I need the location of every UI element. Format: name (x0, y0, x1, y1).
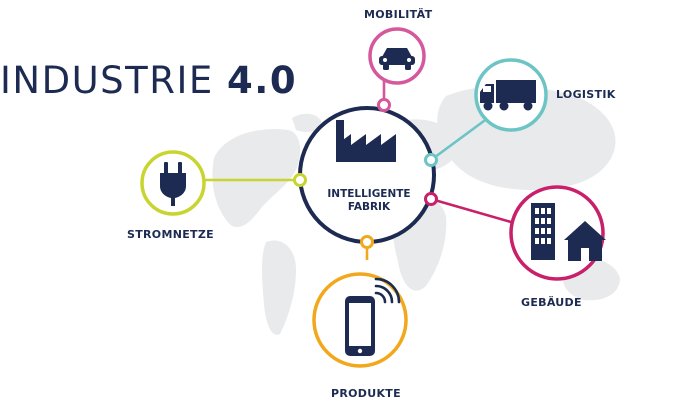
smartphone-icon (345, 277, 401, 356)
central-hub-circle (298, 106, 436, 244)
label-logistik: LOGISTIK (556, 88, 616, 101)
connector-lines (205, 81, 512, 260)
hub-dots (293, 98, 438, 249)
connector-logistik (430, 116, 489, 162)
label-produkte: PRODUKTE (331, 387, 401, 400)
dot-logistik (424, 153, 438, 167)
label-stromnetze: STROMNETZE (127, 228, 214, 241)
label-mobilitaet: MOBILITÄT (364, 8, 433, 21)
center-label-line2: FABRIK (347, 201, 391, 214)
node-produkte (312, 272, 408, 368)
page-title: INDUSTRIE 4.0 (0, 62, 297, 99)
node-mobilitaet (368, 27, 426, 85)
truck-icon (480, 80, 536, 111)
node-stromnetze (140, 150, 206, 216)
center-label: INTELLIGENTE FABRIK (314, 188, 424, 214)
building-house-icon (531, 203, 606, 261)
connector-gebaeude (430, 197, 512, 224)
node-logistik (474, 58, 548, 132)
title-bold: 4.0 (227, 59, 298, 102)
center-label-line1: INTELLIGENTE (327, 188, 411, 200)
dot-mobilitaet (377, 98, 391, 112)
factory-icon (336, 120, 396, 162)
label-gebaeude: GEBÄUDE (521, 296, 582, 309)
dot-stromnetze (293, 173, 307, 187)
node-gebaeude (509, 185, 606, 281)
dot-gebaeude (424, 192, 438, 206)
title-regular: INDUSTRIE (0, 59, 228, 102)
dot-produkte (360, 235, 374, 249)
plug-icon (160, 162, 186, 206)
car-icon (379, 48, 415, 70)
